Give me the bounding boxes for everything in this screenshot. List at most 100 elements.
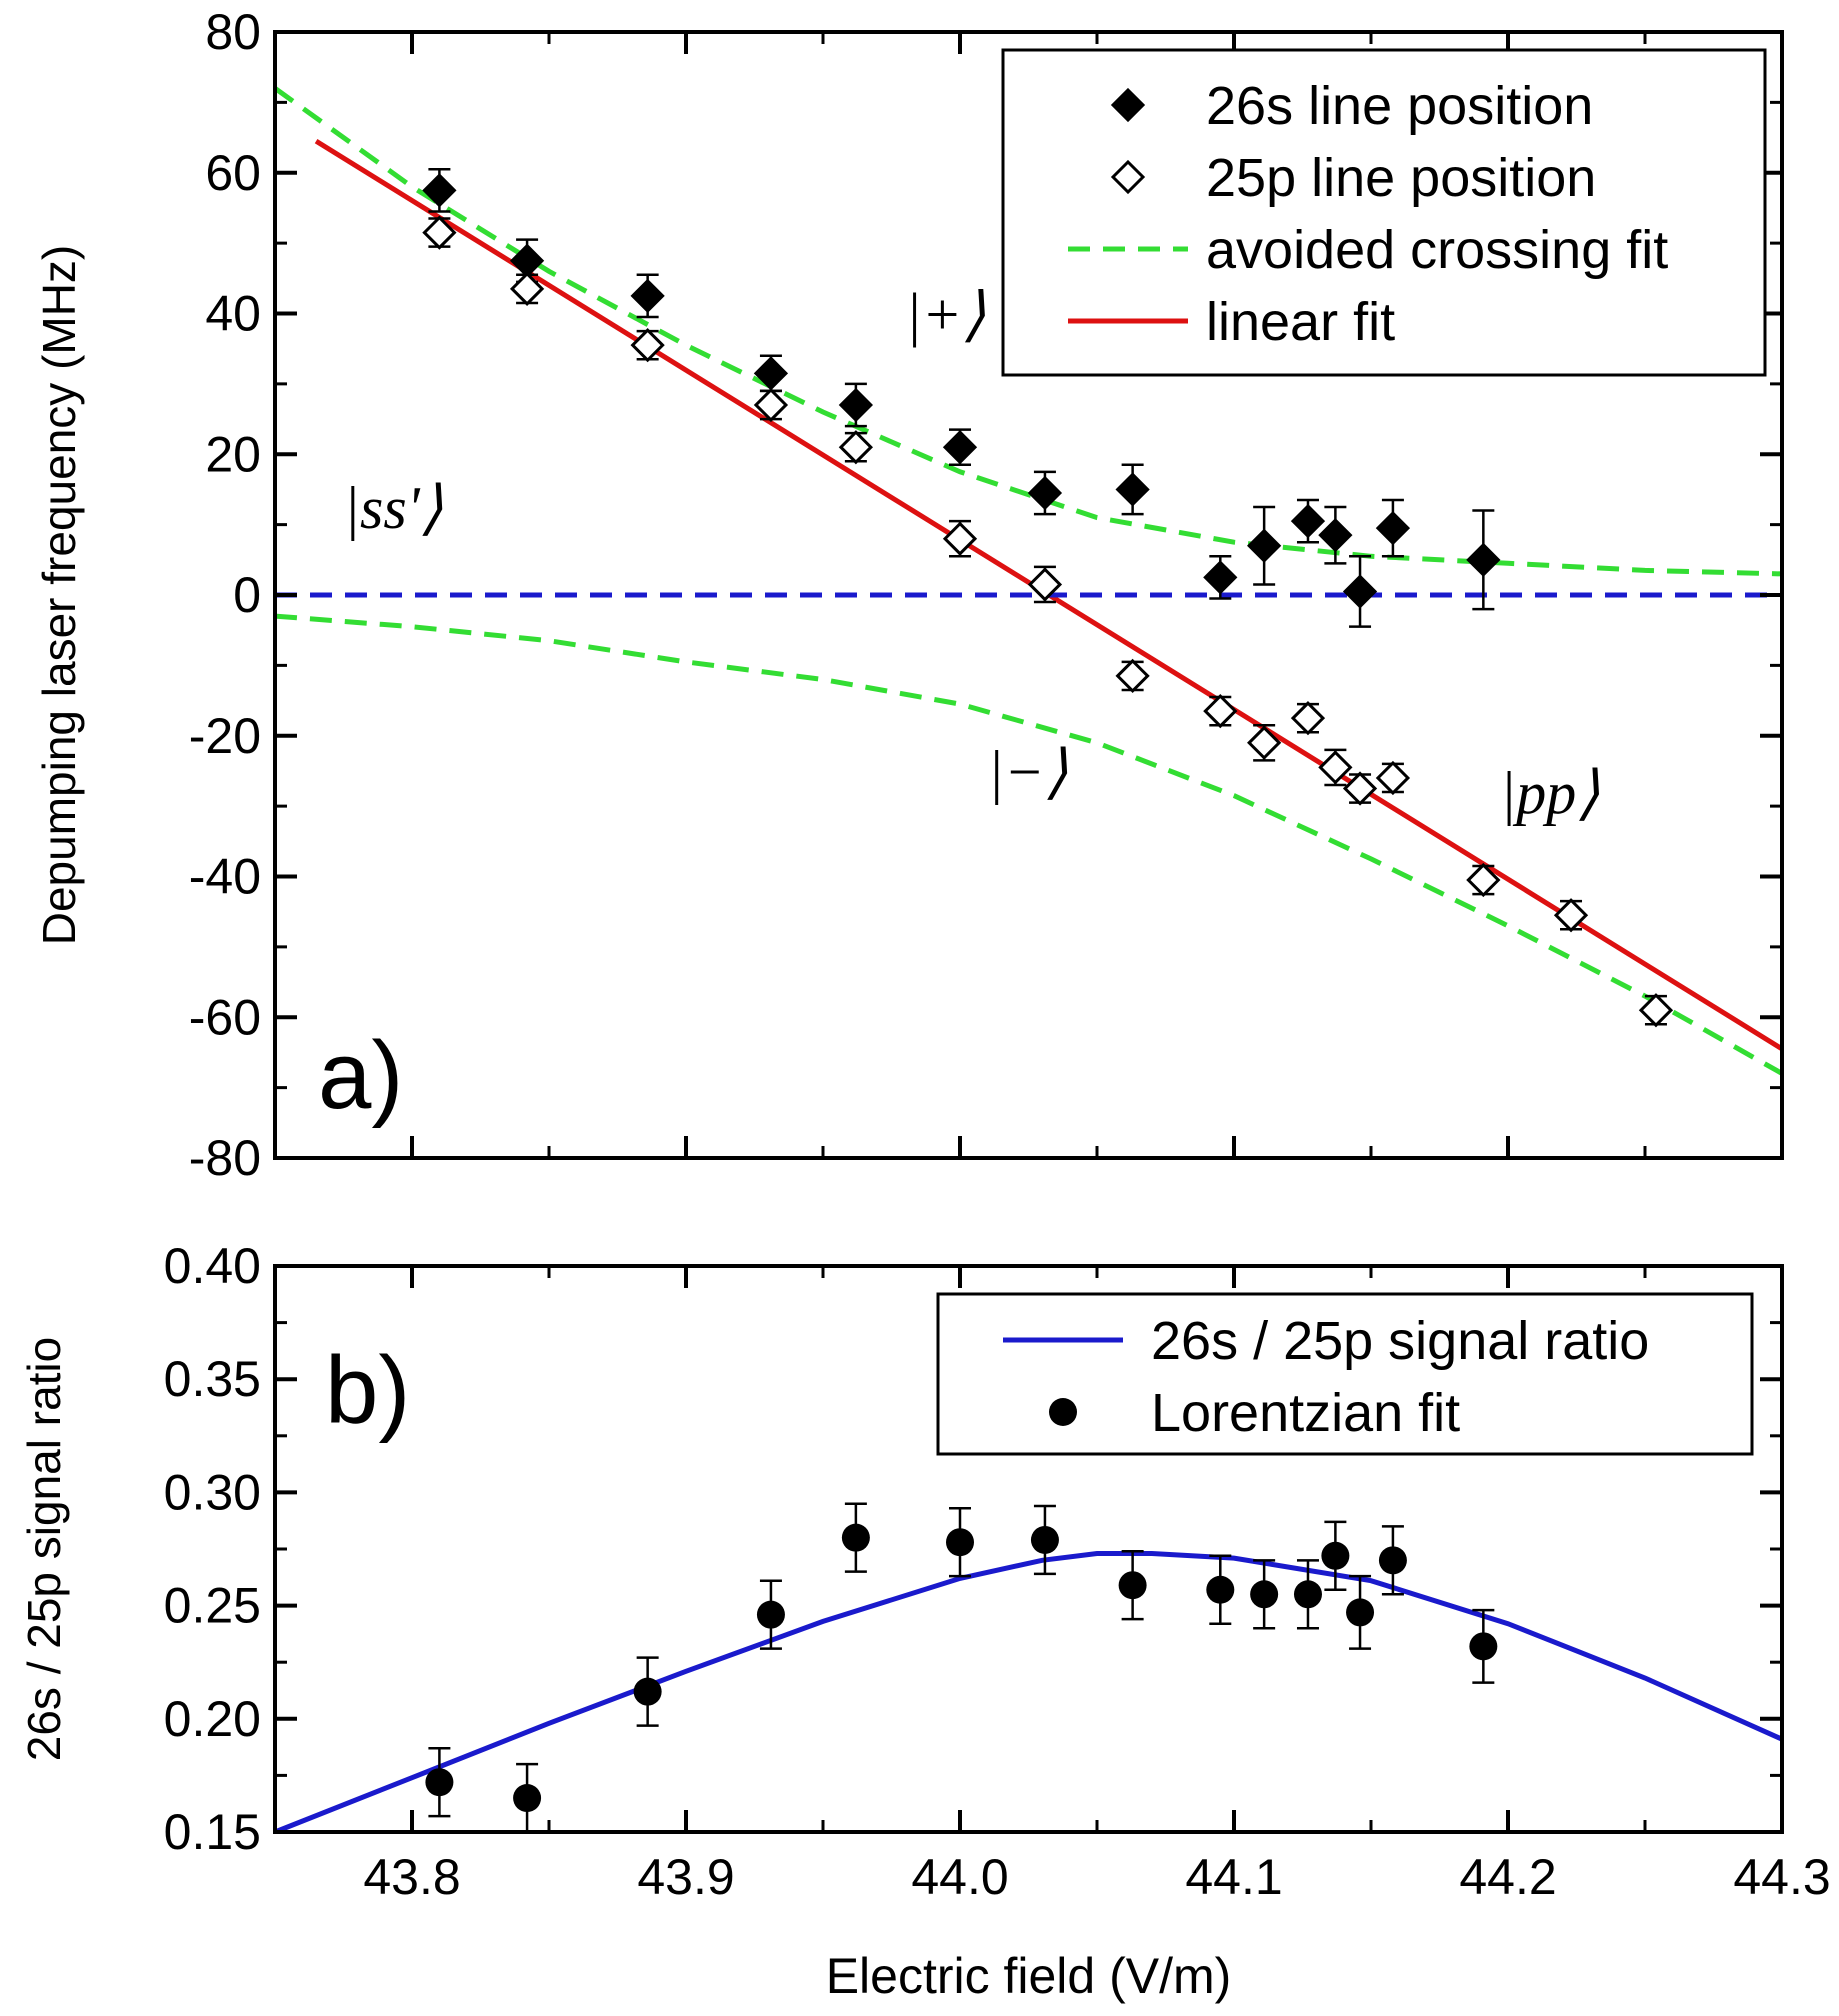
a-data-point: [1318, 750, 1353, 785]
a-data-point: [942, 521, 978, 556]
state-label: |ss'⟩: [344, 475, 443, 541]
a-data-point: [1115, 472, 1150, 507]
b-data-point: [1118, 1571, 1147, 1600]
b-y-tick-label: 0.35: [164, 1351, 261, 1407]
a-data-point: [1466, 542, 1501, 577]
panel-b-label: b): [325, 1337, 410, 1444]
a-data-point: [1203, 693, 1238, 729]
a-data-point: [1375, 511, 1411, 546]
panel-b: 0.15 0.20 0.25 0.30 0.35 0.40 43.8 43.9 44.0 44.1…: [18, 1238, 1831, 2004]
a-data-point: [838, 430, 874, 465]
panel-b-legend: 26s / 25p signal ratio Lorentzian fit: [936, 1292, 1754, 1456]
b-data-point: [1250, 1580, 1279, 1609]
a-data-point: [1318, 518, 1353, 553]
a-legend-swatch: [1110, 159, 1146, 195]
a-data-point: [838, 387, 874, 423]
a-data-point: [1342, 574, 1378, 609]
panel-b-y-axis-title: 26s / 25p signal ratio: [18, 1337, 70, 1762]
b-data-point: [1378, 1546, 1407, 1575]
b-x-tick-label: 44.3: [1733, 1849, 1830, 1905]
b-data-point: [1321, 1541, 1350, 1570]
a-legend-label: 26s line position: [1206, 76, 1593, 136]
b-x-tick-label: 43.9: [637, 1849, 734, 1905]
b-data-point: [1469, 1632, 1498, 1661]
b-data-point: [841, 1523, 870, 1552]
a-data-point: [1115, 658, 1150, 694]
b-data-point: [425, 1768, 454, 1797]
b-y-tick-label: 0.30: [164, 1464, 261, 1520]
x-axis-title: Electric field (V/m): [826, 1948, 1232, 2004]
a-data-point: [1638, 993, 1674, 1028]
a-y-tick-label: 40: [205, 286, 261, 342]
a-y-tick-label: -60: [189, 989, 261, 1045]
panel-b-ticks: 0.15 0.20 0.25 0.30 0.35 0.40 43.8 43.9 44.0 44.1…: [164, 1238, 1831, 1905]
a-legend-swatch: [1110, 87, 1146, 123]
panel-a-series: [275, 86, 1782, 1076]
b-y-tick-label: 0.20: [164, 1691, 261, 1747]
panel-b-series: [275, 1502, 1782, 1834]
a-data-point: [1247, 528, 1282, 563]
panel-a-ticks: -80 -60 -40 -20 0 20 40 60 80: [189, 4, 1784, 1186]
a-data-point: [630, 278, 665, 314]
b-data-point: [1293, 1580, 1322, 1609]
a-data-point: [1553, 898, 1589, 933]
a-data-point: [1027, 475, 1063, 511]
panel-a-legend: 26s line position 25p line position avoide…: [1001, 48, 1767, 377]
b-x-tick-label: 44.2: [1459, 1849, 1556, 1905]
a-data-point: [1027, 567, 1063, 602]
b-data-point: [513, 1784, 542, 1813]
a-legend-label: linear fit: [1206, 292, 1395, 352]
b-y-tick-label: 0.15: [164, 1804, 261, 1860]
b-data-point: [633, 1677, 662, 1706]
b-data-point: [1030, 1525, 1059, 1554]
b-line-group: [275, 1551, 1782, 1832]
panel-a-label: a): [318, 1022, 403, 1129]
a-y-tick-label: 80: [205, 4, 261, 60]
b-x-tick-label: 44.1: [1185, 1849, 1282, 1905]
a-data-point: [422, 215, 457, 250]
a-data-point: [1247, 725, 1282, 760]
a-data-point: [1203, 560, 1238, 595]
a-data-point: [509, 271, 545, 306]
b-legend-label: Lorentzian fit: [1151, 1383, 1460, 1443]
a-data-point: [942, 430, 978, 465]
state-label: |pp⟩: [1500, 760, 1600, 826]
a-legend-label: 25p line position: [1206, 148, 1596, 208]
a-data-point: [1290, 701, 1326, 736]
b-y-tick-label: 0.25: [164, 1578, 261, 1634]
b-data-point: [756, 1600, 785, 1629]
a-y-tick-label: -80: [189, 1130, 261, 1186]
b-y-tick-label: 0.40: [164, 1238, 261, 1294]
a-series-line: [275, 86, 1782, 577]
panel-b-frame: [273, 1264, 1784, 1834]
a-data-point: [1342, 771, 1378, 806]
b-legend-box: [936, 1292, 1754, 1456]
b-data-point: [1206, 1575, 1235, 1604]
a-data-point: [1375, 760, 1411, 796]
panel-a-frame: [273, 30, 1784, 1160]
a-y-tick-label: 20: [205, 426, 261, 482]
panel-a-state-labels: |ss'⟩ |+⟩ |−⟩ |pp⟩: [344, 282, 1600, 827]
b-x-tick-label: 44.0: [911, 1849, 1008, 1905]
a-y-tick-label: -40: [189, 849, 261, 905]
a-y-tick-label: 60: [205, 145, 261, 201]
a-y-tick-label: -20: [189, 708, 261, 764]
a-data-point: [1290, 503, 1326, 539]
a-data-point: [422, 173, 457, 208]
a-data-point: [753, 387, 789, 423]
panel-a: -80 -60 -40 -20 0 20 40 60 80 Depumping laser fr…: [33, 4, 1784, 1186]
panel-a-y-axis-title: Depumping laser frequency (MHz): [33, 245, 85, 946]
a-legend-label: avoided crossing fit: [1206, 220, 1668, 280]
b-legend-swatch: [1049, 1398, 1077, 1426]
b-data-point: [946, 1528, 974, 1557]
b-data-point: [1346, 1598, 1375, 1627]
b-legend-label: 26s / 25p signal ratio: [1151, 1311, 1649, 1371]
state-label: |+⟩: [905, 282, 985, 348]
a-y-tick-label: 0: [233, 567, 261, 623]
b-series-line: [275, 1551, 1782, 1832]
b-x-tick-label: 43.8: [363, 1849, 460, 1905]
a-data-point: [630, 328, 665, 363]
state-label: |−⟩: [987, 739, 1067, 805]
a-series-line: [275, 613, 1782, 1076]
